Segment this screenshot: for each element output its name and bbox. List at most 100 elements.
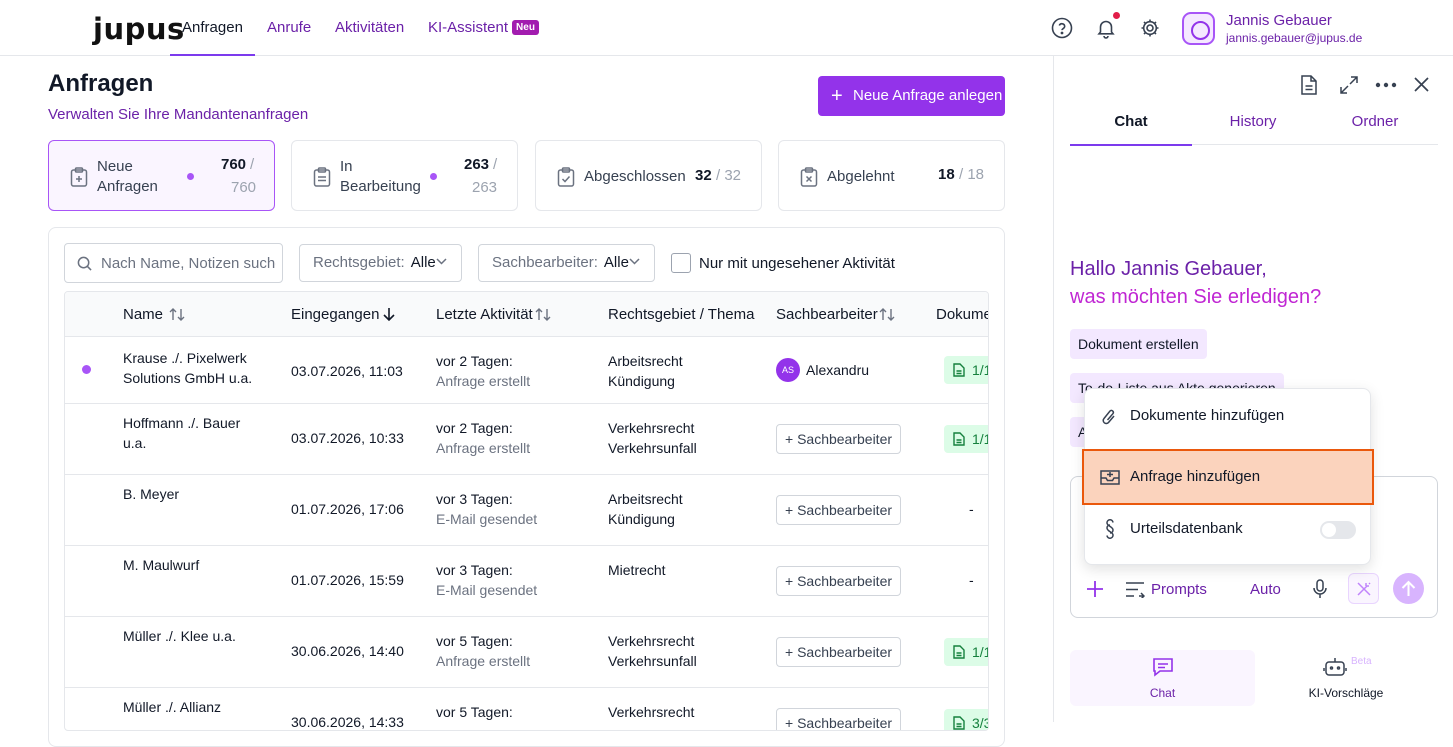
row-topic: Verkehrsunfall (608, 440, 697, 456)
row-topic: Kündigung (608, 373, 675, 389)
row-date: 03.07.2026, 11:03 (291, 363, 403, 379)
tab-chat[interactable]: Chat (1114, 113, 1148, 130)
column-header-letzte-aktivitaet[interactable]: Letzte Aktivität (436, 306, 533, 323)
stat-card-abgeschlossen[interactable]: Abgeschlossen 32 / 32 (535, 140, 762, 211)
microphone-icon[interactable] (1312, 579, 1328, 599)
stat-label-line1: Neue (97, 158, 133, 175)
clipboard-check-icon (557, 167, 575, 187)
search-input[interactable] (101, 253, 276, 273)
row-area: Verkehrsrecht (608, 704, 695, 720)
bottom-nav-ki-vorschlaege-label: KI-Vorschläge (1308, 686, 1384, 700)
assign-sachbearbeiter-button[interactable]: + Sachbearbeiter (776, 566, 902, 596)
more-options-icon[interactable] (1375, 82, 1397, 88)
greeting-line2: was möchten Sie erledigen? (1070, 286, 1322, 308)
nav-ki-assistent-label: KI-Assistent (428, 19, 509, 36)
row-area: Mietrecht (608, 562, 666, 578)
row-name-line1: B. Meyer (123, 486, 180, 502)
row-name-line1: Hoffmann ./. Bauer (123, 415, 241, 431)
mode-selector[interactable]: Auto (1250, 581, 1281, 598)
row-date: 01.07.2026, 15:59 (291, 572, 404, 588)
bell-icon[interactable] (1095, 17, 1117, 39)
filter-value: Alle (603, 254, 629, 271)
unseen-activity-label[interactable]: Nur mit ungesehener Aktivität (699, 255, 895, 272)
column-header-sachbearbeiter[interactable]: Sachbearbeiter (776, 306, 878, 323)
row-activity-desc: E-Mail gesendet (436, 582, 538, 598)
greeting-line1: Hallo Jannis Gebauer, (1070, 258, 1267, 280)
assign-sachbearbeiter-button[interactable]: + Sachbearbeiter (776, 637, 902, 667)
sort-icon[interactable] (169, 307, 185, 322)
settings-gear-icon[interactable] (1139, 17, 1161, 39)
menu-item-dokumente-hinzufuegen[interactable]: Dokumente hinzufügen (1085, 389, 1372, 445)
bottom-nav-ki-vorschlaege[interactable]: Beta KI-Vorschläge (1271, 650, 1453, 706)
rechtsgebiet-filter[interactable]: Rechtsgebiet: Alle (299, 244, 462, 282)
new-request-button[interactable]: + Neue Anfrage anlegen (818, 76, 1005, 116)
nav-ki-assistent[interactable]: KI-Assistent Neu (428, 0, 539, 56)
bottom-nav-chat[interactable]: Chat (1070, 650, 1255, 706)
sort-desc-icon[interactable] (383, 307, 395, 322)
search-field[interactable] (64, 243, 283, 283)
menu-item-anfrage-hinzufuegen[interactable]: Anfrage hinzufügen (1082, 449, 1374, 505)
suggestion-chip[interactable]: Dokument erstellen (1070, 329, 1207, 359)
column-header-name[interactable]: Name (123, 306, 164, 323)
table-row[interactable]: Müller ./. Allianz 30.06.2026, 14:33 vor… (65, 688, 988, 730)
table-row[interactable]: M. Maulwurf 01.07.2026, 15:59 vor 3 Tage… (65, 546, 988, 617)
column-header-eingegangen[interactable]: Eingegangen (291, 306, 380, 323)
stat-count: 18 (938, 166, 955, 183)
menu-item-urteilsdatenbank[interactable]: Urteilsdatenbank (1085, 502, 1372, 558)
assignee-name[interactable]: Alexandru (806, 362, 870, 378)
sort-icon[interactable] (535, 307, 551, 322)
user-avatar[interactable] (1182, 12, 1215, 45)
send-button[interactable] (1393, 573, 1424, 604)
prompts-button[interactable]: Prompts (1151, 581, 1207, 598)
document-icon[interactable] (1300, 75, 1318, 95)
documents-badge[interactable]: 1/1 (944, 425, 988, 453)
urteilsdatenbank-toggle[interactable] (1320, 521, 1356, 539)
documents-badge[interactable]: 1/1 (944, 638, 988, 666)
table-row[interactable]: Krause ./. Pixelwerk Solutions GmbH u.a.… (65, 337, 988, 404)
row-activity-time: vor 3 Tagen: (436, 491, 513, 507)
nav-anrufe[interactable]: Anrufe (267, 19, 312, 36)
sachbearbeiter-filter[interactable]: Sachbearbeiter: Alle (478, 244, 655, 282)
column-header-rechtsgebiet: Rechtsgebiet / Thema (608, 306, 755, 323)
filter-label: Rechtsgebiet: (313, 254, 405, 271)
assign-sachbearbeiter-button[interactable]: + Sachbearbeiter (776, 708, 902, 730)
unseen-activity-checkbox[interactable] (671, 253, 691, 273)
sort-icon[interactable] (879, 307, 895, 322)
magic-wand-button[interactable] (1348, 573, 1379, 604)
stat-card-abgelehnt[interactable]: Abgelehnt 18 / 18 (778, 140, 1005, 211)
arrow-up-icon (1401, 580, 1416, 596)
tab-ordner[interactable]: Ordner (1351, 113, 1399, 130)
row-topic: Kündigung (608, 511, 675, 527)
assign-sachbearbeiter-button[interactable]: + Sachbearbeiter (776, 424, 902, 454)
chevron-down-icon (436, 258, 447, 265)
document-icon (953, 645, 965, 659)
user-name[interactable]: Jannis Gebauer (1226, 12, 1332, 29)
stat-card-neue-anfragen[interactable]: Neue Anfragen 760 / 760 (48, 140, 275, 211)
documents-badge[interactable]: 1/1 (944, 356, 988, 384)
table-row[interactable]: Müller ./. Klee u.a. 30.06.2026, 14:40 v… (65, 617, 988, 688)
help-icon[interactable] (1051, 17, 1073, 39)
stat-count: 760 (221, 156, 247, 173)
stat-total: / 32 (716, 167, 742, 184)
robot-icon (1323, 658, 1347, 676)
table-row[interactable]: Hoffmann ./. Bauer u.a. 03.07.2026, 10:3… (65, 404, 988, 475)
documents-badge[interactable]: 3/3 (944, 709, 988, 730)
row-activity-desc: Anfrage erstellt (436, 440, 531, 456)
row-name-line2: Solutions GmbH u.a. (123, 370, 253, 386)
chevron-down-icon (629, 258, 640, 265)
assign-sachbearbeiter-button[interactable]: + Sachbearbeiter (776, 495, 902, 525)
plus-icon[interactable] (1086, 580, 1104, 598)
tab-history[interactable]: History (1229, 113, 1277, 130)
expand-icon[interactable] (1340, 76, 1358, 94)
chat-bubble-icon (1153, 658, 1173, 677)
nav-anfragen[interactable]: Anfragen (170, 0, 255, 56)
stat-card-in-bearbeitung[interactable]: In Bearbeitung 263 / 263 (291, 140, 518, 211)
top-navigation-bar: jupus Anfragen Anrufe Aktivitäten KI-Ass… (0, 0, 1453, 56)
nav-aktivitaeten[interactable]: Aktivitäten (335, 19, 405, 36)
table-row[interactable]: B. Meyer 01.07.2026, 17:06 vor 3 Tagen: … (65, 475, 988, 546)
close-icon[interactable] (1414, 77, 1429, 92)
menu-item-label: Dokumente hinzufügen (1130, 407, 1285, 424)
row-activity-time: vor 2 Tagen: (436, 420, 513, 436)
jupus-logo[interactable]: jupus (93, 12, 185, 46)
row-activity-desc: Anfrage erstellt (436, 653, 531, 669)
